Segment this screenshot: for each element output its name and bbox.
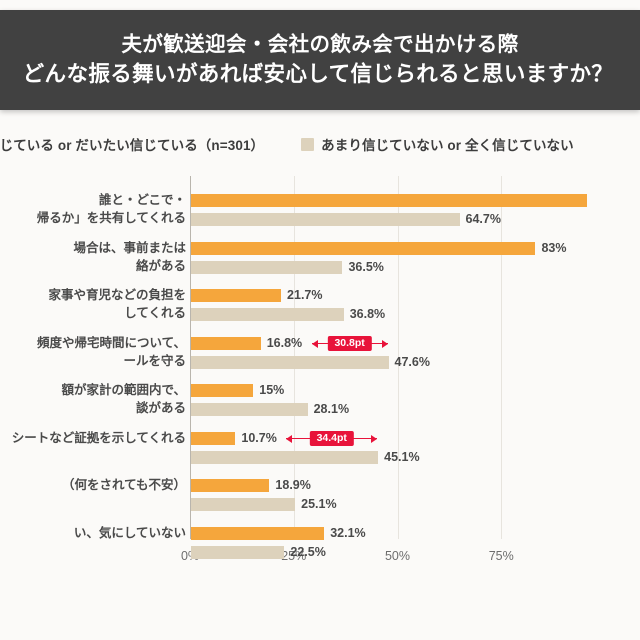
chart-row: 頻度や帰宅時間について、 ールを守る 16.8% 47.6% 30.8pt [37,336,640,369]
difference-badge: 30.8pt [327,336,372,351]
bar-value-secondary-2: 36.8% [349,307,386,321]
bar-secondary-6 [191,498,296,511]
legend-label-0: 信じている or だいたい信じている（n=301） [0,138,265,153]
gridline-50 [397,176,399,539]
chart-title-banner: 夫が歓送迎会・会社の飲み会で出かける際 どんな振る舞いがあれば安心して信じられる… [0,10,640,110]
legend-item-1: あまり信じていない or 全く信じていない [301,134,574,154]
bar-value-secondary-5: 45.1% [384,450,420,464]
category-label-1: 場合は、事前または 絡がある [73,241,186,273]
category-label-4: 額が家計の範囲内で、 談がある [61,383,186,415]
x-axis-tick-label-75: 75% [488,549,514,563]
category-label-0: 誰と・どこで・ 帰るか」を共有してくれる [36,193,186,225]
page-title-line-1: 夫が歓送迎会・会社の飲み会で出かける際 [121,33,519,57]
difference-annotation-1: 34.4pt [286,431,378,446]
category-label-5: シートなど証拠を示してくれる [11,431,186,445]
bar-chart: 0% 25% 50% 75% 誰と・どこで・ 帰るか」を共有してくれる 64.7% 場合は、事… [0,168,640,578]
bar-secondary-7 [191,546,285,559]
chart-row: 場合は、事前または 絡がある 83% 36.5% [73,241,640,274]
bar-value-primary-7: 32.1% [330,526,366,540]
difference-arrow-right-icon [381,339,388,348]
bar-value-primary-2: 21.7% [287,288,323,302]
difference-arrow-left-icon [311,339,318,348]
chart-row: 家事や育児などの負担を してくれる 21.7% 36.8% [48,288,640,321]
bar-primary-6 [191,479,270,492]
chart-legend: 信じている or だいたい信じている（n=301） あまり信じていない or 全く… [0,132,640,156]
bar-primary-2 [191,289,282,302]
bar-value-primary-1: 83% [541,241,567,255]
difference-badge: 34.4pt [309,431,354,446]
bar-value-secondary-0: 64.7% [465,212,501,226]
bar-primary-3 [191,337,261,350]
difference-annotation-0: 30.8pt [311,336,388,351]
bar-secondary-5 [191,451,379,464]
bar-primary-4 [191,384,254,397]
bar-value-primary-5: 10.7% [241,431,277,445]
bar-secondary-4 [191,403,308,416]
gridline-75 [501,176,503,539]
bar-secondary-2 [191,308,344,321]
legend-label-1: あまり信じていない or 全く信じていない [321,138,574,153]
bar-secondary-3 [191,356,389,369]
bar-value-primary-3: 16.8% [266,336,303,350]
chart-row: い、気にしていない 32.1% 22.5% [74,526,640,559]
difference-arrow-left-icon [286,434,293,443]
chart-row: （何をされても不安） 18.9% 25.1% [62,478,640,511]
bar-value-secondary-3: 47.6% [394,355,430,369]
category-label-6: （何をされても不安） [61,478,186,492]
chart-row: シートなど証拠を示してくれる 10.7% 45.1% 34.4pt [12,431,640,464]
chart-row: 誰と・どこで・ 帰るか」を共有してくれる 64.7% [37,193,640,226]
bar-secondary-1 [191,261,343,274]
bar-value-primary-6: 18.9% [275,478,311,492]
bar-primary-5 [191,432,236,445]
legend-swatch-icon-1 [301,137,315,151]
legend-item-0: 信じている or だいたい信じている（n=301） [0,134,264,154]
bar-primary-0 [191,194,588,207]
bar-primary-7 [191,527,325,540]
plot-area: 0% 25% 50% 75% 誰と・どこで・ 帰るか」を共有してくれる 64.7% 場合は、事… [12,176,640,563]
x-axis-tick-label-50: 50% [384,549,411,563]
bar-value-secondary-7: 22.5% [290,545,326,559]
bar-value-secondary-1: 36.5% [348,260,384,274]
chart-row: 額が家計の範囲内で、 談がある 15% 28.1% [61,383,640,416]
bar-value-primary-4: 15% [259,383,285,397]
category-label-7: い、気にしていない [73,526,186,540]
category-label-3: 頻度や帰宅時間について、 ールを守る [36,336,186,368]
category-label-2: 家事や育児などの負担を してくれる [48,288,186,320]
bar-value-secondary-6: 25.1% [301,497,337,511]
difference-arrow-right-icon [371,434,378,443]
y-axis-line [190,176,191,539]
bar-secondary-0 [191,213,460,226]
page-title-line-2: どんな振る舞いがあれば安心して信じられると思いますか？ [22,62,614,87]
x-axis-tick-label-25: 25% [281,549,307,563]
bar-primary-1 [191,242,536,255]
bar-value-secondary-4: 28.1% [313,402,350,416]
